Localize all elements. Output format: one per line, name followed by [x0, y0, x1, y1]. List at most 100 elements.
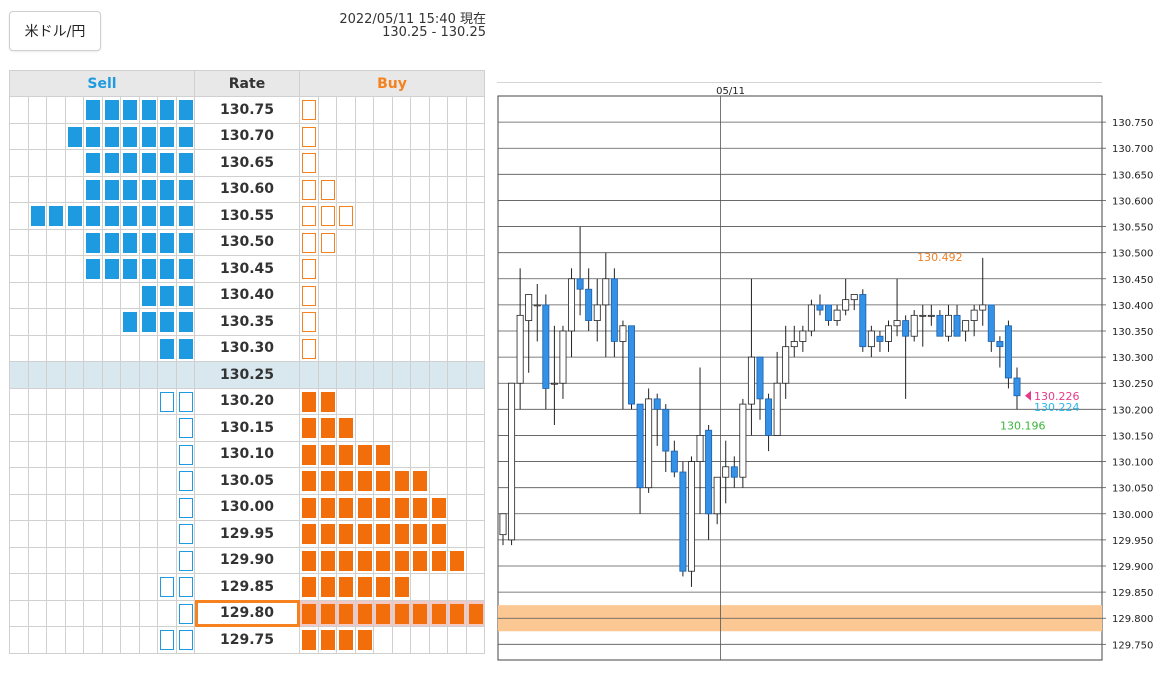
y-tick-label: 130.000: [1112, 510, 1153, 521]
sell-order-block: [141, 153, 156, 173]
buy-cell: [410, 361, 430, 389]
buy-order-block: [320, 524, 335, 544]
rate-cell: 130.10: [194, 440, 300, 468]
sell-cell: [175, 255, 195, 283]
sell-cell: [27, 202, 47, 230]
buy-order-block: [413, 497, 427, 518]
rate-cell: 130.00: [194, 493, 300, 521]
sell-cell: [120, 308, 140, 336]
sell-order-block: [86, 259, 100, 279]
sell-cell: [120, 281, 140, 309]
buy-cell: [465, 440, 485, 468]
buy-order-block: [376, 577, 390, 597]
sell-cell: [64, 573, 84, 601]
sell-order-block: [30, 206, 45, 226]
sell-cell: [46, 573, 66, 601]
buy-cell: [410, 493, 430, 521]
rate-cell: 130.35: [194, 308, 300, 336]
sell-cell: [46, 626, 66, 654]
candle-body: [670, 450, 678, 473]
sell-order-block: [178, 338, 193, 359]
rate-cell: 130.40: [194, 281, 300, 309]
sell-cell: [157, 361, 177, 389]
candle-body: [773, 382, 781, 436]
candle-body: [765, 398, 773, 436]
buy-cell: [447, 308, 467, 336]
sell-cell: [101, 573, 121, 601]
currency-pair-button[interactable]: 米ドル/円: [9, 11, 101, 51]
buy-order-block: [413, 471, 427, 491]
buy-order-block: [357, 577, 372, 597]
order-book-row: 129.85: [9, 573, 485, 601]
sell-cell: [157, 599, 177, 627]
rate-header: Rate: [194, 70, 300, 97]
order-book-row: 130.75: [9, 96, 485, 124]
y-tick-label: 130.750: [1112, 118, 1153, 129]
sell-order-block: [178, 206, 193, 226]
sell-cell: [83, 281, 103, 309]
sell-order-block: [160, 338, 174, 359]
sell-cell: [138, 281, 158, 309]
buy-order-block: [339, 524, 353, 544]
candle-body: [516, 314, 524, 384]
candle-body: [696, 435, 704, 462]
buy-cell: [354, 387, 374, 415]
candle-body: [979, 304, 987, 311]
sell-cell: [157, 149, 177, 177]
sell-order-block: [123, 126, 137, 147]
sell-cell: [101, 440, 121, 468]
sell-order-block: [160, 179, 174, 200]
sell-order-block: [178, 603, 193, 624]
buy-cell: [391, 440, 411, 468]
buy-order-block: [302, 100, 316, 120]
buy-cell: [465, 387, 485, 415]
sell-cell: [9, 175, 29, 203]
buy-cell: [336, 387, 356, 415]
sell-cell: [46, 175, 66, 203]
sell-cell: [9, 281, 29, 309]
candle-body: [850, 294, 858, 301]
buy-cell: [299, 202, 319, 230]
sell-order-block: [104, 206, 119, 226]
buy-cell: [428, 255, 448, 283]
sell-cell: [120, 414, 140, 442]
buy-cell: [428, 228, 448, 256]
order-book-row: 129.95: [9, 520, 485, 548]
sell-order-block: [160, 153, 174, 173]
buy-cell: [373, 149, 393, 177]
sell-cell: [157, 467, 177, 495]
buy-order-block: [357, 550, 372, 571]
sell-cell: [64, 202, 84, 230]
buy-order-block: [302, 259, 316, 279]
sell-cell: [157, 122, 177, 150]
buy-order-block: [320, 418, 335, 438]
y-tick-label: 130.350: [1112, 327, 1153, 338]
sell-cell: [120, 334, 140, 362]
sell-order-block: [178, 630, 193, 650]
sell-cell: [64, 175, 84, 203]
buy-cell: [465, 334, 485, 362]
sell-cell: [9, 493, 29, 521]
y-tick-label: 130.400: [1112, 301, 1153, 312]
sell-cell: [101, 202, 121, 230]
buy-order-block: [357, 444, 372, 465]
buy-cell: [373, 467, 393, 495]
buy-cell: [317, 281, 337, 309]
sell-cell: [64, 414, 84, 442]
sell-cell: [101, 493, 121, 521]
sell-cell: [101, 334, 121, 362]
buy-order-block: [431, 497, 446, 518]
sell-cell: [101, 626, 121, 654]
buy-cell: [317, 228, 337, 256]
buy-cell: [447, 440, 467, 468]
sell-cell: [83, 228, 103, 256]
price-chart: 130.750 130.700 130.650 130.600 130.550 130.5…: [497, 82, 1153, 661]
sell-order-block: [104, 153, 119, 173]
buy-order-block: [302, 153, 316, 173]
sell-cell: [64, 149, 84, 177]
high-label: 130.492: [917, 251, 963, 264]
candle-body: [1013, 377, 1021, 397]
candle-body: [885, 325, 892, 342]
sell-cell: [175, 520, 195, 548]
buy-order-block: [339, 603, 353, 624]
